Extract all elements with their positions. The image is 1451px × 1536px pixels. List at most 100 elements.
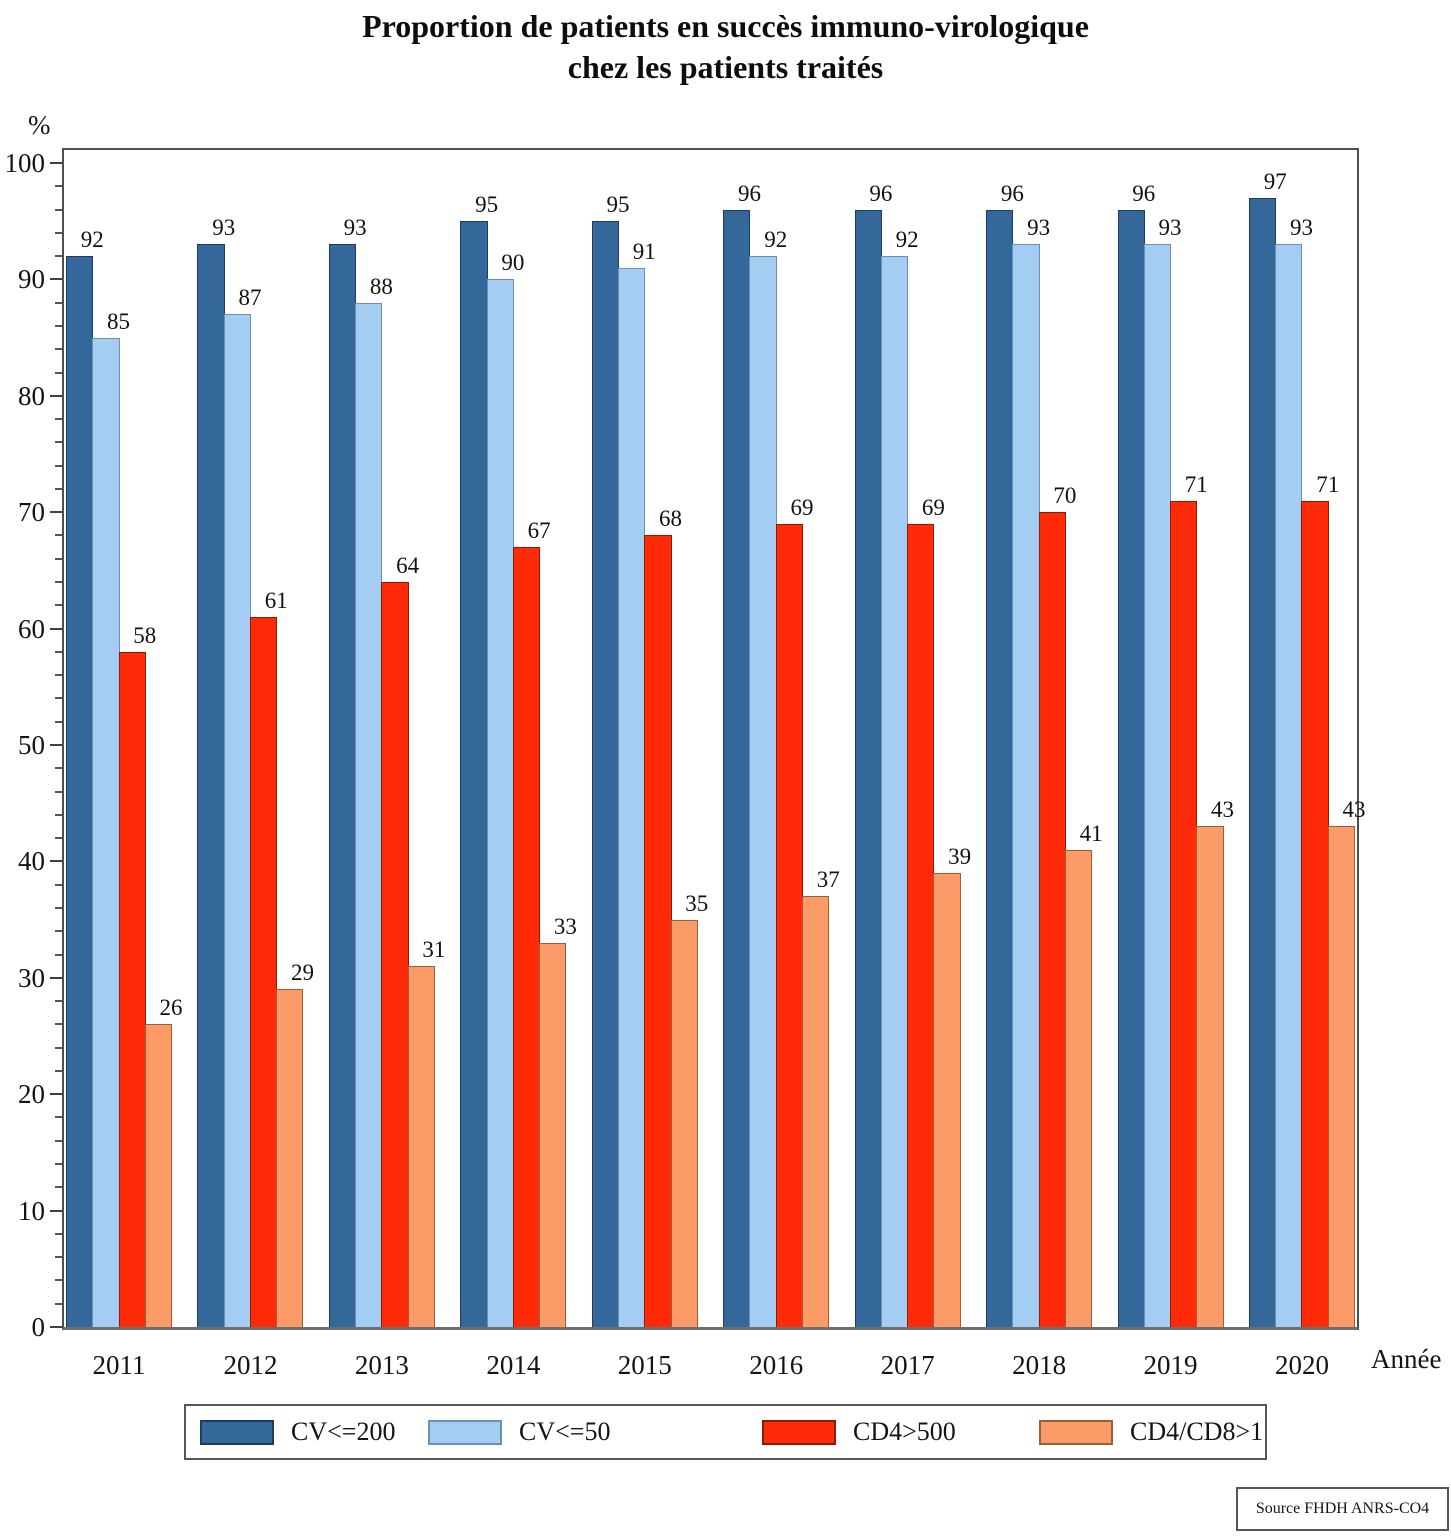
bar-CV<=50-2018: 93 bbox=[1012, 216, 1050, 1327]
bar-value-label: 58 bbox=[133, 622, 157, 648]
plot-area: 0 10 20 30 40 50 60 70 80 90 100 92 85 58 26 2011 93 87 6… bbox=[5, 148, 1365, 1380]
y-tick-label-30: 30 bbox=[18, 962, 45, 993]
y-minor-tick bbox=[55, 790, 62, 793]
bar-groups: 92 85 58 26 2011 93 87 61 29 2012 93 88 64 31 2013 95 90… bbox=[66, 150, 1365, 1380]
bar-CD4/CD8>1-2018: 41 bbox=[1064, 821, 1103, 1327]
bar-CD4>500-2020: 71 bbox=[1301, 472, 1339, 1327]
bar-value-label: 68 bbox=[659, 506, 682, 532]
legend-label: CD4>500 bbox=[853, 1417, 956, 1446]
x-tick-label-2013: 2013 bbox=[354, 1350, 409, 1380]
y-minor-tick bbox=[55, 1139, 62, 1142]
legend-swatch-CV<=200 bbox=[200, 1419, 274, 1445]
y-minor-tick bbox=[55, 1302, 62, 1305]
y-minor-tick bbox=[55, 1186, 62, 1189]
bar-CD4>500-2011: 58 bbox=[118, 623, 156, 1327]
y-axis-unit-label: % bbox=[28, 110, 51, 140]
bar-CV<=200-2018: 96 bbox=[986, 181, 1024, 1327]
y-tick-label-70: 70 bbox=[18, 497, 45, 528]
bar-value-label: 96 bbox=[737, 180, 761, 206]
y-minor-tick bbox=[55, 883, 62, 886]
bar-CD4>500-2012: 61 bbox=[249, 588, 288, 1327]
x-tick-label-2012: 2012 bbox=[223, 1350, 278, 1380]
bar-CV<=50-2020: 93 bbox=[1275, 216, 1313, 1327]
bar-CD4>500-2018: 70 bbox=[1038, 484, 1076, 1327]
bar-CD4>500-2014: 67 bbox=[512, 519, 551, 1327]
bar-value-label: 90 bbox=[501, 250, 525, 276]
source-note-box: Source FHDH ANRS-CO4 bbox=[1236, 1487, 1449, 1531]
bar-CD4/CD8>1-2013: 31 bbox=[407, 938, 445, 1327]
y-minor-tick bbox=[55, 441, 62, 444]
legend-swatch-CV<=50 bbox=[428, 1419, 502, 1445]
bar-value-label: 93 bbox=[1027, 215, 1051, 241]
y-tick-label-50: 50 bbox=[18, 730, 45, 760]
bar-value-label: 43 bbox=[1342, 797, 1366, 823]
legend-item-CD4/CD8>1: CD4/CD8>1 bbox=[1039, 1406, 1263, 1458]
bar-CD4/CD8>1-2015: 35 bbox=[670, 891, 708, 1327]
legend-label: CV<=50 bbox=[519, 1417, 611, 1446]
bar-CD4/CD8>1-2016: 37 bbox=[801, 868, 840, 1327]
y-minor-tick bbox=[55, 1069, 62, 1072]
bar-value-label: 26 bbox=[159, 995, 183, 1021]
bar-value-label: 35 bbox=[685, 890, 709, 916]
bar-group-2020: 97 93 71 43 2020 bbox=[1248, 150, 1365, 1380]
bar-CV<=200-2012: 93 bbox=[197, 216, 235, 1327]
bar-value-label: 67 bbox=[527, 518, 551, 544]
y-minor-tick bbox=[55, 255, 62, 258]
bar-value-label: 96 bbox=[869, 180, 893, 206]
x-tick-label-2019: 2019 bbox=[1143, 1350, 1198, 1380]
bar-value-label: 91 bbox=[632, 238, 656, 264]
bar-CV<=50-2011: 85 bbox=[92, 309, 130, 1327]
bar-value-label: 39 bbox=[948, 844, 972, 870]
y-minor-tick bbox=[55, 813, 62, 816]
y-minor-tick bbox=[55, 1023, 62, 1026]
y-tick-label-20: 20 bbox=[18, 1079, 45, 1110]
y-minor-tick bbox=[55, 418, 62, 421]
bar-value-label: 69 bbox=[790, 494, 814, 520]
chart-title: Proportion de patients en succès immuno-… bbox=[0, 6, 1451, 88]
y-tick-label-100: 100 bbox=[4, 148, 46, 178]
y-minor-tick bbox=[55, 1046, 62, 1049]
bar-value-label: 92 bbox=[895, 227, 919, 253]
legend-item-CV<=50: CV<=50 bbox=[428, 1406, 610, 1458]
y-minor-tick bbox=[55, 581, 62, 584]
legend-label: CD4/CD8>1 bbox=[1130, 1417, 1264, 1446]
y-minor-tick bbox=[55, 604, 62, 607]
y-minor-tick bbox=[55, 1232, 62, 1235]
bar-CD4/CD8>1-2012: 29 bbox=[276, 961, 314, 1327]
y-major-tick bbox=[50, 860, 62, 863]
bar-CV<=200-2015: 95 bbox=[591, 193, 630, 1327]
bar-group-2012: 93 87 61 29 2012 bbox=[197, 150, 314, 1380]
y-tick-label-80: 80 bbox=[18, 380, 45, 411]
x-tick-label-2018: 2018 bbox=[1012, 1350, 1067, 1380]
legend-label: CV<=200 bbox=[291, 1417, 396, 1446]
x-tick-label-2016: 2016 bbox=[749, 1350, 804, 1380]
bar-group-2011: 92 85 58 26 2011 bbox=[66, 150, 183, 1380]
bar-group-2017: 96 92 69 39 2017 bbox=[854, 150, 971, 1380]
bar-CV<=200-2013: 93 bbox=[328, 216, 367, 1327]
source-note-text: Source FHDH ANRS-CO4 bbox=[1255, 1500, 1430, 1517]
bar-value-label: 92 bbox=[764, 227, 788, 253]
chart-title-line1: Proportion de patients en succès immuno-… bbox=[362, 8, 1089, 44]
bar-CV<=50-2013: 88 bbox=[355, 274, 393, 1327]
bar-value-label: 61 bbox=[264, 587, 288, 613]
y-tick-label-10: 10 bbox=[18, 1195, 45, 1226]
y-tick-label-90: 90 bbox=[18, 264, 45, 295]
y-minor-tick bbox=[55, 231, 62, 234]
y-minor-tick bbox=[55, 1163, 62, 1166]
bar-CD4>500-2017: 69 bbox=[907, 495, 945, 1327]
y-minor-tick bbox=[55, 208, 62, 211]
bar-value-label: 69 bbox=[921, 494, 945, 520]
bar-group-2019: 96 93 71 43 2019 bbox=[1117, 150, 1234, 1380]
y-minor-tick bbox=[55, 906, 62, 909]
y-tick-label-40: 40 bbox=[18, 846, 45, 877]
x-tick-label-2015: 2015 bbox=[617, 1350, 672, 1380]
y-minor-tick bbox=[55, 697, 62, 700]
x-tick-label-2014: 2014 bbox=[486, 1350, 541, 1380]
y-minor-tick bbox=[55, 185, 62, 188]
legend-swatch-CD4/CD8>1 bbox=[1039, 1419, 1113, 1445]
y-minor-tick bbox=[55, 464, 62, 467]
y-minor-tick bbox=[55, 557, 62, 560]
y-minor-tick bbox=[55, 1256, 62, 1259]
bar-CD4/CD8>1-2019: 43 bbox=[1196, 798, 1234, 1327]
